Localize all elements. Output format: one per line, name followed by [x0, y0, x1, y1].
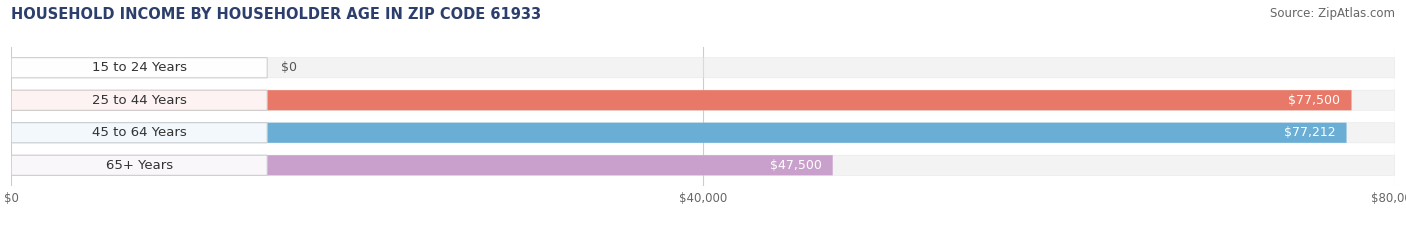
Text: HOUSEHOLD INCOME BY HOUSEHOLDER AGE IN ZIP CODE 61933: HOUSEHOLD INCOME BY HOUSEHOLDER AGE IN Z…	[11, 7, 541, 22]
Text: 15 to 24 Years: 15 to 24 Years	[91, 61, 187, 74]
FancyBboxPatch shape	[11, 123, 1395, 143]
FancyBboxPatch shape	[11, 90, 1351, 110]
FancyBboxPatch shape	[11, 58, 267, 78]
FancyBboxPatch shape	[11, 90, 267, 110]
Text: $77,500: $77,500	[1288, 94, 1340, 107]
Text: $77,212: $77,212	[1284, 126, 1336, 139]
FancyBboxPatch shape	[11, 123, 267, 143]
FancyBboxPatch shape	[11, 123, 1347, 143]
Text: $0: $0	[281, 61, 297, 74]
FancyBboxPatch shape	[11, 155, 1395, 175]
Text: 65+ Years: 65+ Years	[105, 159, 173, 172]
FancyBboxPatch shape	[11, 155, 267, 175]
FancyBboxPatch shape	[11, 58, 1395, 78]
FancyBboxPatch shape	[11, 90, 1395, 110]
FancyBboxPatch shape	[11, 155, 832, 175]
Text: 25 to 44 Years: 25 to 44 Years	[91, 94, 187, 107]
Text: 45 to 64 Years: 45 to 64 Years	[91, 126, 187, 139]
Text: Source: ZipAtlas.com: Source: ZipAtlas.com	[1270, 7, 1395, 20]
Text: $47,500: $47,500	[769, 159, 821, 172]
